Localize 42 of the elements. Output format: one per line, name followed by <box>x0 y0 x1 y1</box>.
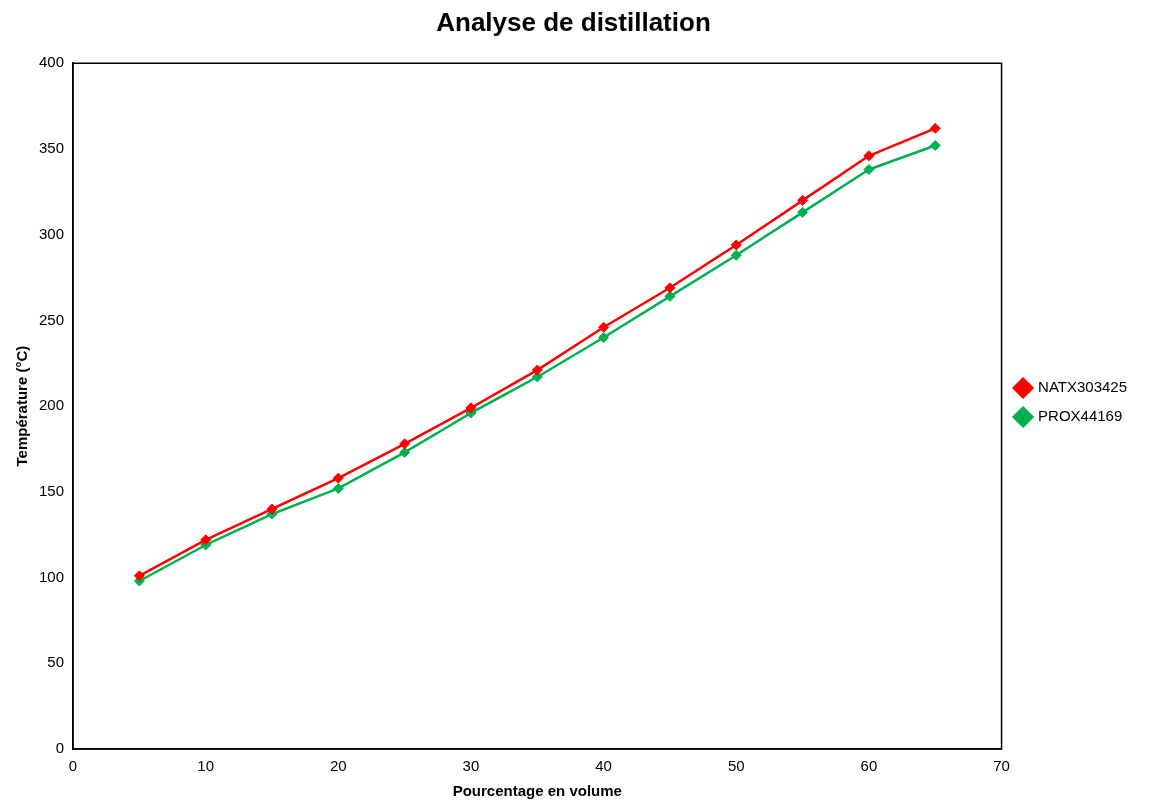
point <box>797 206 809 218</box>
point <box>465 402 477 414</box>
chart-title: Analyse de distillation <box>436 6 711 37</box>
y-tick-label: 250 <box>39 310 65 328</box>
x-tick-label: 60 <box>860 757 878 775</box>
point <box>929 140 941 151</box>
y-tick-label: 400 <box>39 53 65 71</box>
point <box>598 332 610 344</box>
y-tick-label: 0 <box>55 739 65 757</box>
y-tick-label: 50 <box>47 653 65 671</box>
y-tick-label: 150 <box>39 481 65 499</box>
point <box>399 438 411 450</box>
x-tick-label: 20 <box>329 757 347 775</box>
x-tick-label: 50 <box>727 757 745 775</box>
x-tick-label: 0 <box>68 757 78 775</box>
y-tick-label: 300 <box>39 224 65 242</box>
y-tick-label: 100 <box>39 567 65 585</box>
point <box>598 321 610 333</box>
x-tick-label: 30 <box>462 757 480 775</box>
point <box>929 122 941 134</box>
point <box>664 282 676 294</box>
x-tick-label: 10 <box>197 757 215 775</box>
point <box>332 472 344 484</box>
x-tick-label: 40 <box>595 757 612 775</box>
y-tick-label: 350 <box>39 139 65 157</box>
y-axis-title: Température (°C) <box>13 345 31 467</box>
point <box>200 534 212 546</box>
point <box>863 150 875 162</box>
point <box>133 570 145 582</box>
legend-label: PROX44169 <box>1038 407 1123 425</box>
point <box>332 482 344 494</box>
y-tick-label: 200 <box>39 396 65 414</box>
x-axis-title: Pourcentage en volume <box>452 782 622 800</box>
point <box>730 239 742 251</box>
legend-label: NATX303425 <box>1038 378 1128 396</box>
point <box>531 364 543 376</box>
point <box>266 503 278 515</box>
x-tick-label: 70 <box>993 757 1010 775</box>
point <box>664 290 676 302</box>
point <box>730 249 742 261</box>
point <box>797 194 809 206</box>
point <box>863 164 875 175</box>
